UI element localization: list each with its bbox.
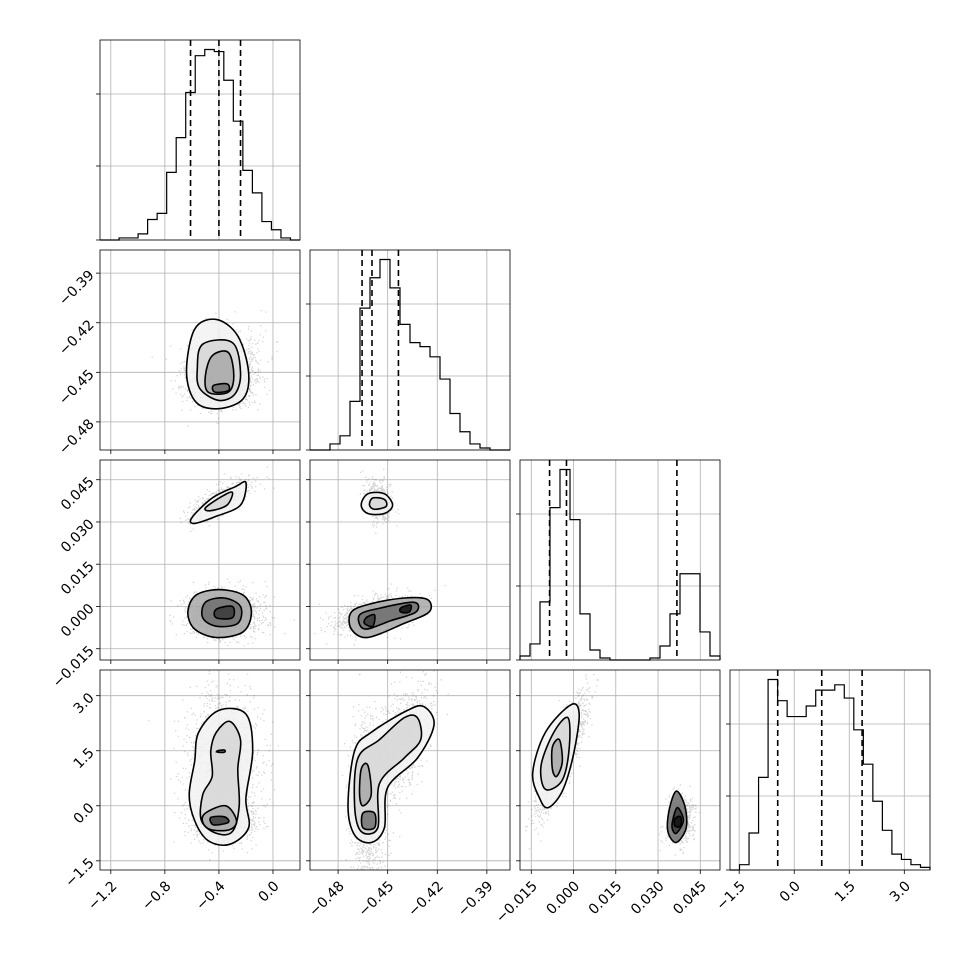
y-tick-label: −1.5 <box>62 855 97 890</box>
histogram-frame-3 <box>729 669 931 871</box>
contour-level <box>368 496 388 511</box>
contour-level <box>209 815 230 826</box>
pair-panel-5 <box>525 670 701 856</box>
pair-frame-4 <box>309 669 511 871</box>
x-tick-label: 1.5 <box>832 878 859 905</box>
pair-frame-5 <box>519 669 721 871</box>
x-tick-label: −0.48 <box>306 878 348 920</box>
y-tick-label: 0.0 <box>71 800 98 827</box>
histogram-step-0 <box>100 48 300 241</box>
y-tick-label: −0.48 <box>56 416 98 458</box>
contour-level <box>360 810 377 831</box>
x-tick-label: 0.000 <box>544 878 584 918</box>
y-tick-label: −0.39 <box>56 267 98 309</box>
histogram-frame-0 <box>99 39 301 241</box>
x-tick-label: −0.4 <box>193 878 228 913</box>
pair-0-grid <box>100 250 300 450</box>
pair-frame-1 <box>99 459 301 661</box>
contour-level <box>550 738 564 778</box>
pair-panel-3 <box>148 670 279 861</box>
pair-frame-0 <box>99 249 301 451</box>
contour-level <box>214 749 226 754</box>
histogram-step-2 <box>519 468 721 661</box>
x-tick-label: 3.0 <box>887 878 914 905</box>
x-tick-label: −1.5 <box>713 878 748 913</box>
contour-level <box>358 762 373 807</box>
y-tick-label: 0.000 <box>58 601 98 641</box>
histogram-frame-2 <box>519 459 721 661</box>
x-tick-label: 0.030 <box>628 878 668 918</box>
y-tick-label: 1.5 <box>71 745 98 772</box>
x-tick-label: −0.015 <box>493 878 541 926</box>
y-tick-label: −0.015 <box>50 643 98 691</box>
y-tick-label: −0.45 <box>56 367 98 409</box>
contour-level <box>199 720 242 836</box>
pair-frame-2 <box>309 459 511 661</box>
histogram-0-grid <box>100 40 300 241</box>
contour-level <box>211 382 231 394</box>
x-tick-label: −1.2 <box>85 878 120 913</box>
histogram-frame-1 <box>309 249 511 451</box>
contour-level <box>398 604 413 614</box>
histogram-step-1 <box>310 258 510 451</box>
x-tick-label: −0.39 <box>455 878 497 920</box>
x-tick-label: −0.45 <box>356 878 398 920</box>
contour-level <box>363 613 376 628</box>
x-tick-label: 0.015 <box>586 878 626 918</box>
y-tick-label: 0.015 <box>58 559 98 599</box>
contour-level <box>673 815 683 828</box>
pair-panel-1 <box>169 466 295 647</box>
pair-frame-3 <box>99 669 301 871</box>
pair-panel-4 <box>341 670 449 870</box>
pair-4-grid <box>310 670 510 870</box>
y-tick-label: 0.030 <box>58 516 98 556</box>
x-tick-label: −0.42 <box>405 878 447 920</box>
y-tick-label: 3.0 <box>71 690 98 717</box>
contour-level <box>213 605 236 620</box>
x-tick-label: 0.0 <box>256 878 283 905</box>
pair-panel-2 <box>314 468 446 646</box>
contour-level <box>204 491 234 512</box>
pair-panel-0 <box>151 309 279 427</box>
y-tick-label: 0.045 <box>58 474 98 514</box>
y-tick-label: −0.42 <box>56 317 98 359</box>
histogram-3-grid <box>730 670 930 871</box>
histogram-1-grid <box>310 250 510 451</box>
pair-2-grid <box>310 460 510 660</box>
x-tick-label: 0.0 <box>777 878 804 905</box>
contour-level <box>353 714 423 835</box>
x-tick-label: 0.045 <box>670 878 710 918</box>
x-tick-label: −0.8 <box>139 878 174 913</box>
histogram-step-3 <box>730 678 931 871</box>
